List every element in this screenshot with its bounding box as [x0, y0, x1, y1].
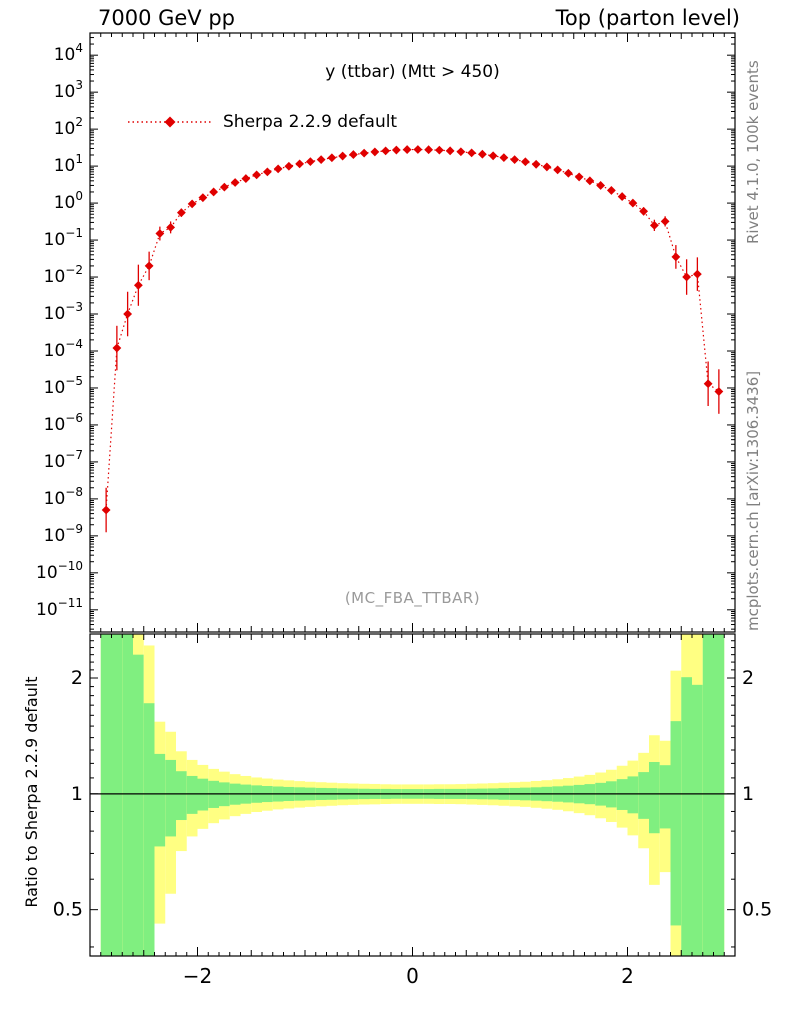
watermark: (MC_FBA_TTBAR): [344, 589, 481, 607]
svg-text:10−2: 10−2: [44, 263, 83, 287]
svg-text:101: 101: [54, 152, 83, 176]
svg-text:104: 104: [54, 41, 83, 65]
svg-text:1: 1: [71, 783, 83, 805]
svg-text:102: 102: [54, 115, 83, 139]
svg-text:0.5: 0.5: [742, 899, 772, 921]
svg-text:10−8: 10−8: [44, 485, 83, 509]
rivet-version-label: Rivet 4.1.0, 100k events: [744, 60, 762, 244]
svg-text:10−6: 10−6: [44, 411, 83, 435]
legend: Sherpa 2.2.9 default: [126, 112, 397, 132]
mcplots-arxiv-label: mcplots.cern.ch [arXiv:1306.3436]: [744, 370, 762, 631]
svg-text:10−10: 10−10: [36, 559, 83, 583]
svg-text:−2: −2: [183, 964, 212, 988]
svg-text:10−5: 10−5: [44, 374, 83, 398]
svg-text:2: 2: [621, 964, 634, 988]
svg-text:10−4: 10−4: [44, 337, 83, 361]
svg-text:1: 1: [742, 783, 754, 805]
svg-text:103: 103: [54, 78, 83, 102]
header-beam-energy: 7000 GeV pp: [98, 6, 236, 30]
legend-label: Sherpa 2.2.9 default: [223, 112, 398, 132]
svg-text:10−11: 10−11: [36, 596, 83, 620]
svg-text:0: 0: [406, 964, 419, 988]
header-analysis: Top (parton level): [555, 6, 740, 30]
legend-marker-icon: [128, 116, 212, 128]
ratio-axis-title: Ratio to Sherpa 2.2.9 default: [22, 676, 41, 908]
svg-text:100: 100: [54, 189, 83, 213]
svg-text:10−3: 10−3: [44, 300, 83, 324]
svg-text:10−7: 10−7: [44, 448, 83, 472]
svg-text:10−1: 10−1: [44, 226, 83, 250]
svg-text:2: 2: [742, 667, 754, 689]
plot-title: y (ttbar) (Mtt > 450): [325, 62, 500, 82]
svg-text:2: 2: [71, 667, 83, 689]
svg-text:0.5: 0.5: [53, 899, 83, 921]
svg-text:10−9: 10−9: [44, 522, 83, 546]
